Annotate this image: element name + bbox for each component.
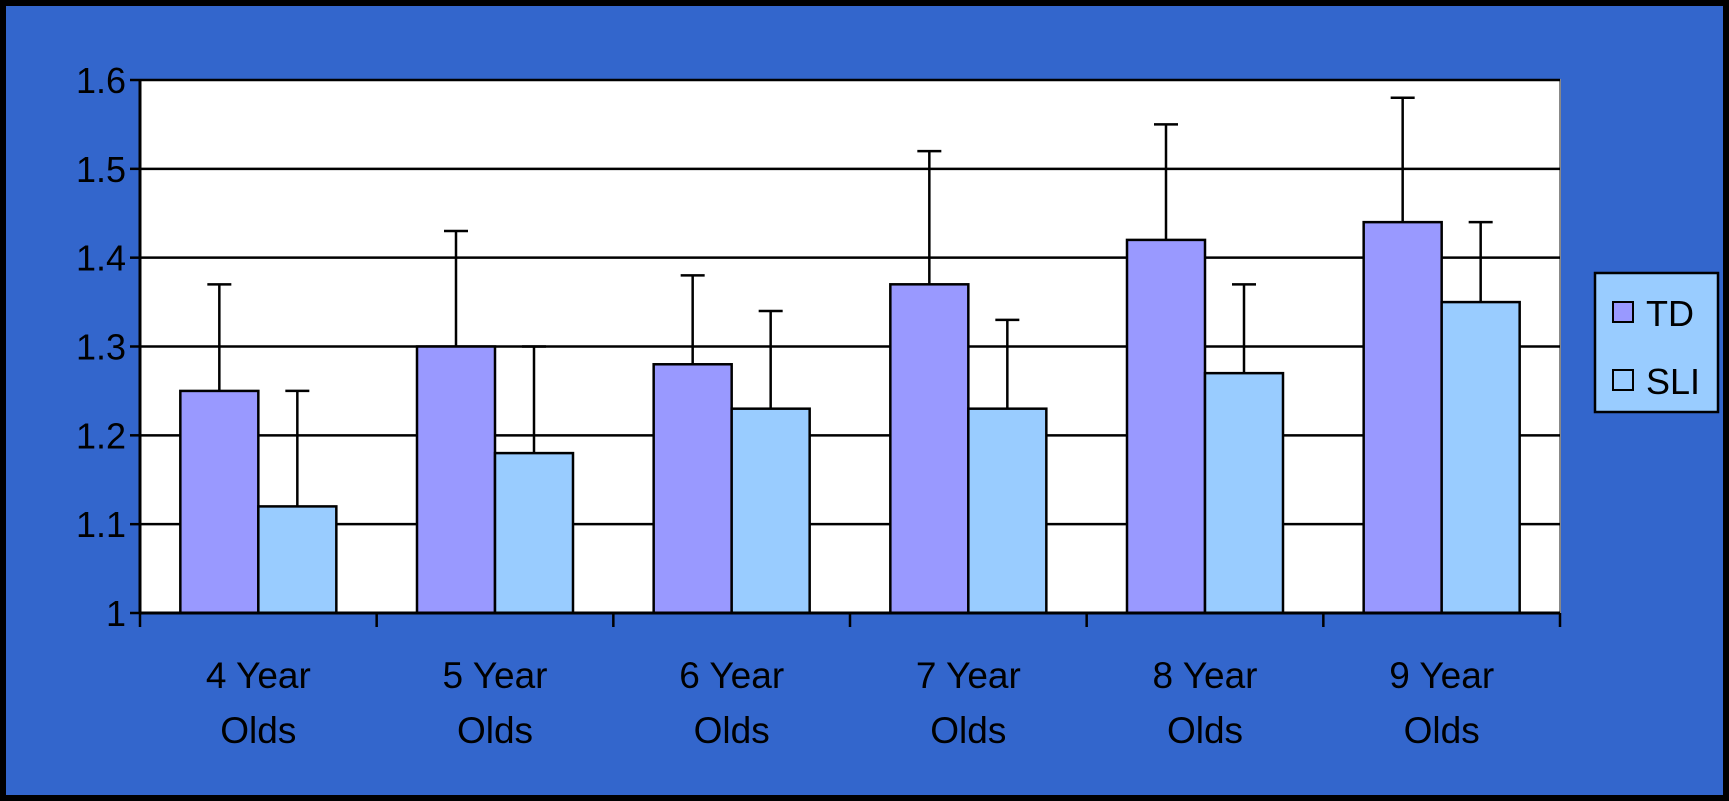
x-category-label: Olds <box>457 710 533 751</box>
legend-swatch-sli <box>1612 369 1634 391</box>
x-category-label: Olds <box>930 710 1006 751</box>
legend-label-sli: SLI <box>1646 361 1700 402</box>
x-category-label: 7 Year <box>916 655 1021 696</box>
y-tick-label: 1.2 <box>76 415 126 456</box>
bar-sli-3 <box>967 407 1048 615</box>
x-category-label: Olds <box>1167 710 1243 751</box>
bar-sli-1 <box>493 451 575 615</box>
y-tick-label: 1.5 <box>76 149 126 190</box>
y-tick-label: 1.4 <box>76 238 126 279</box>
x-category-label: 9 Year <box>1389 655 1494 696</box>
bar-sli-2 <box>730 407 811 615</box>
bar-td-5 <box>1362 220 1443 615</box>
y-tick-label: 1.1 <box>76 504 126 545</box>
x-category-label: 6 Year <box>679 655 784 696</box>
gridlines <box>140 78 1560 526</box>
y-tick-label: 1 <box>106 593 126 634</box>
error-bars <box>207 96 1493 507</box>
bar-td-0 <box>179 389 260 615</box>
bar-td-3 <box>889 283 970 615</box>
bar-sli-4 <box>1203 371 1285 615</box>
x-category-label: Olds <box>220 710 296 751</box>
legend-swatch-td <box>1612 301 1634 323</box>
legend-label-td: TD <box>1646 293 1694 334</box>
bar-sli-0 <box>257 505 338 615</box>
x-category-label: 5 Year <box>443 655 548 696</box>
x-category-label: Olds <box>694 710 770 751</box>
axes: 1 1.1 1.2 1.3 1.4 1.5 1.6 4 Year Olds 5 Year Olds 6… <box>76 60 1562 751</box>
bar-td-4 <box>1125 238 1207 615</box>
x-category-label: Olds <box>1404 710 1480 751</box>
bar-td-1 <box>415 345 497 615</box>
y-tick-label: 1.3 <box>76 327 126 368</box>
bar-td-2 <box>652 363 733 615</box>
x-category-label: 8 Year <box>1153 655 1258 696</box>
bar-sli-5 <box>1440 300 1521 615</box>
y-tick-label: 1.6 <box>76 60 126 101</box>
x-category-label: 4 Year <box>206 655 311 696</box>
legend: TD SLI <box>1593 271 1720 414</box>
